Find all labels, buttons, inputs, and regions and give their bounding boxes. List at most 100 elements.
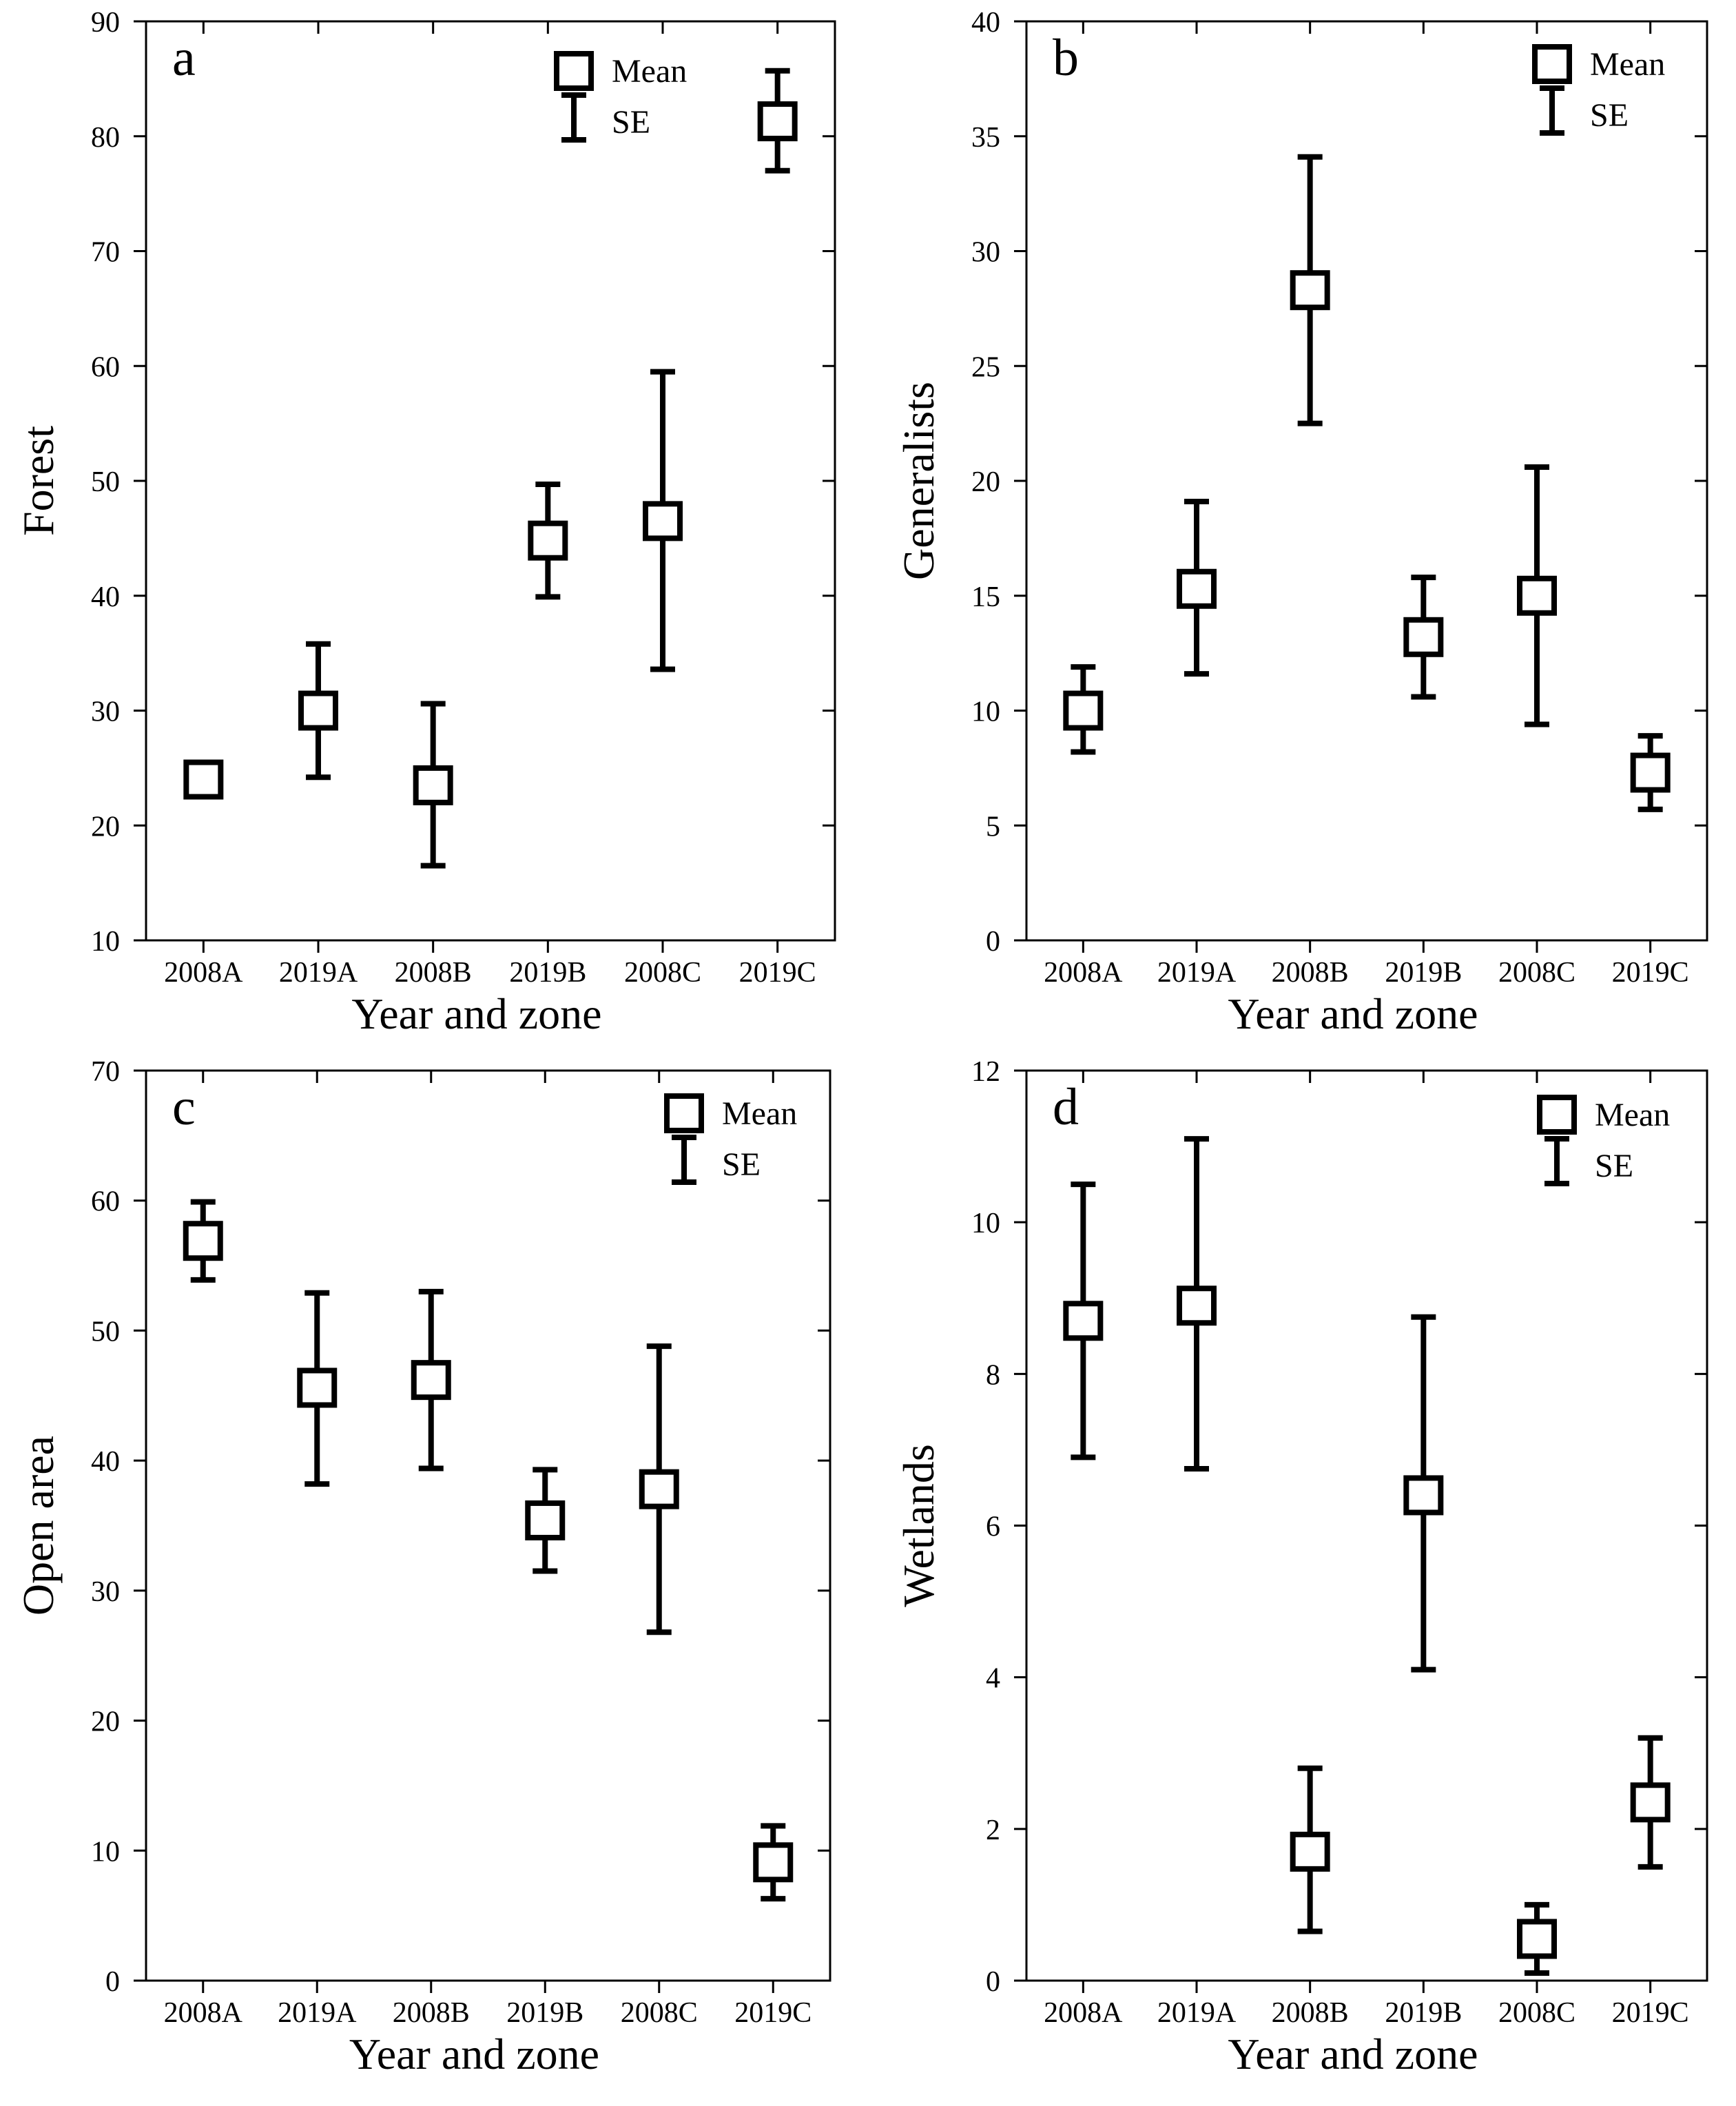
mean-marker-2019A <box>1177 1286 1217 1326</box>
panel-label: c <box>172 1078 196 1136</box>
y-tick-label: 90 <box>91 7 120 39</box>
mean-marker-2008B <box>1290 1831 1330 1872</box>
mean-marker-2019B <box>1403 1475 1444 1516</box>
y-tick-label: 40 <box>91 581 120 613</box>
x-tick-label-2019A: 2019A <box>1157 957 1237 989</box>
y-tick-label: 15 <box>971 581 1000 613</box>
plot-frame <box>1025 1069 1708 1982</box>
x-tick-label-2008B: 2008B <box>395 957 472 989</box>
mean-marker-2019B <box>525 1500 566 1540</box>
legend-se-marker <box>1544 1136 1569 1186</box>
y-tick-label: 6 <box>986 1511 1000 1543</box>
y-tick-label: 40 <box>971 7 1000 39</box>
x-axis-title: Year and zone <box>1228 2030 1478 2078</box>
plot-frame <box>145 1069 831 1982</box>
y-tick-label: 8 <box>986 1359 1000 1391</box>
legend-mean-marker <box>554 51 594 91</box>
y-tick-label: 10 <box>971 1208 1000 1239</box>
y-tick-label: 30 <box>91 696 120 728</box>
legend: Mean SE <box>1537 1095 1670 1186</box>
y-tick-label: 10 <box>91 926 120 958</box>
plot-frame <box>1025 20 1708 942</box>
legend-mean-marker <box>1532 44 1572 84</box>
x-axis-title: Year and zone <box>1228 989 1478 1038</box>
x-tick-label-2008C: 2008C <box>621 1997 698 2029</box>
y-tick-label: 20 <box>971 466 1000 498</box>
y-tick-label: 30 <box>91 1576 120 1608</box>
x-tick-label-2019A: 2019A <box>1157 1997 1237 2029</box>
x-tick-label-2008A: 2008A <box>1044 1997 1123 2029</box>
x-tick-label-2008C: 2008C <box>1498 1997 1575 2029</box>
mean-marker-2019C <box>1630 752 1671 793</box>
legend-mean-label: Mean <box>722 1095 797 1132</box>
mean-marker-2008C <box>1517 1919 1557 1959</box>
x-tick-label-2008B: 2008B <box>1272 1997 1349 2029</box>
mean-marker-2008A <box>183 1221 223 1261</box>
legend-se-label: SE <box>612 104 650 141</box>
x-tick-label-2008B: 2008B <box>393 1997 470 2029</box>
x-tick-label-2019C: 2019C <box>739 957 816 989</box>
mean-marker-2008A <box>1063 1301 1104 1341</box>
mean-marker-2019C <box>753 1842 794 1883</box>
y-tick-label: 4 <box>986 1663 1000 1695</box>
y-tick-label: 70 <box>91 237 120 269</box>
y-tick-label: 0 <box>986 1966 1000 1998</box>
panel-label: d <box>1053 1078 1079 1136</box>
y-tick-label: 80 <box>91 122 120 154</box>
y-tick-label: 2 <box>986 1815 1000 1846</box>
legend-mean-label: Mean <box>1595 1097 1670 1133</box>
x-tick-label-2019B: 2019B <box>1385 1997 1462 2029</box>
x-tick-label-2008C: 2008C <box>624 957 701 989</box>
legend-se-label: SE <box>1595 1148 1633 1184</box>
x-tick-label-2019C: 2019C <box>1612 957 1689 989</box>
mean-marker-2019A <box>298 690 338 731</box>
chart-panel-c: 0 10 20 30 40 50 60 70 2008A 2019A 2008B 2019B 2008C… <box>14 1056 831 2078</box>
x-tick-label-2008A: 2008A <box>164 1997 243 2029</box>
chart-panel-b: 0 5 10 15 20 25 30 35 40 2008A 2019A 2008B 2019B 2008… <box>894 7 1708 1038</box>
mean-marker-2008B <box>1290 270 1330 311</box>
y-tick-label: 20 <box>91 1706 120 1738</box>
legend-mean-label: Mean <box>612 53 687 90</box>
x-tick-label-2019C: 2019C <box>734 1997 812 2029</box>
mean-marker-2008B <box>411 1360 451 1401</box>
y-axis-title: Generalists <box>894 382 943 580</box>
mean-marker-2008B <box>413 765 453 805</box>
y-tick-label: 10 <box>971 696 1000 728</box>
y-tick-label: 35 <box>971 122 1000 154</box>
x-tick-label-2008A: 2008A <box>164 957 243 989</box>
legend-se-marker <box>672 1135 696 1185</box>
y-axis-title: Open area <box>14 1436 63 1615</box>
y-tick-label: 40 <box>91 1446 120 1478</box>
mean-marker-2008A <box>183 759 224 800</box>
legend-se-label: SE <box>722 1146 761 1183</box>
y-tick-label: 50 <box>91 466 120 498</box>
y-axis-title: Wetlands <box>894 1444 943 1607</box>
y-tick-label: 25 <box>971 351 1000 383</box>
y-tick-label: 0 <box>105 1966 120 1998</box>
mean-marker-2008A <box>1063 690 1104 731</box>
legend-mean-label: Mean <box>1590 46 1665 83</box>
y-tick-label: 0 <box>986 926 1000 958</box>
x-tick-label-2019A: 2019A <box>279 957 358 989</box>
legend-se-marker <box>1540 85 1564 136</box>
y-tick-label: 5 <box>986 811 1000 843</box>
mean-marker-2019B <box>528 520 568 561</box>
mean-marker-2008C <box>639 1469 679 1509</box>
y-tick-label: 50 <box>91 1316 120 1348</box>
x-tick-label-2008C: 2008C <box>1498 957 1575 989</box>
mean-marker-2008C <box>643 501 683 541</box>
x-tick-label-2019A: 2019A <box>278 1997 357 2029</box>
mean-marker-2019C <box>1630 1782 1671 1823</box>
y-tick-label: 12 <box>971 1056 1000 1088</box>
x-axis-title: Year and zone <box>349 2030 599 2078</box>
chart-panel-a: 10 20 30 40 50 60 70 80 90 2008A 2019A 2008B 2019B 20… <box>14 7 836 1038</box>
y-tick-label: 20 <box>91 811 120 843</box>
panel-label: a <box>172 29 196 87</box>
y-axis-title: Forest <box>14 426 63 536</box>
legend-mean-marker <box>664 1093 704 1133</box>
legend-se-label: SE <box>1590 97 1629 134</box>
mean-marker-2019B <box>1403 617 1444 657</box>
chart-panel-d: 0 2 4 6 8 10 12 2008A 2019A 2008B 2019B 2008C 2019C Y… <box>894 1056 1708 2078</box>
y-tick-label: 10 <box>91 1836 120 1868</box>
